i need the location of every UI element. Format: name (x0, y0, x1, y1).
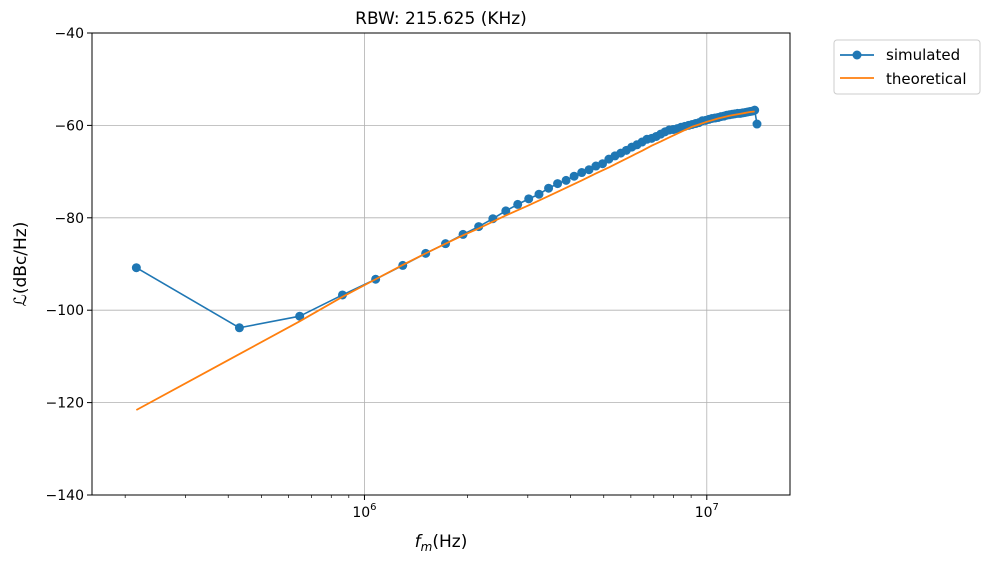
data-point-simulated (501, 206, 511, 216)
data-point-simulated (561, 175, 571, 185)
data-point-simulated (131, 263, 141, 273)
data-point-simulated (577, 168, 587, 178)
data-point-simulated (234, 323, 244, 333)
series-simulated (131, 105, 762, 333)
series-layer (131, 105, 762, 411)
data-point-simulated (524, 194, 534, 204)
y-axis-label: ℒ(dBc/Hz) (11, 222, 31, 307)
legend-simulated-marker (852, 50, 862, 60)
data-point-simulated (598, 159, 608, 169)
data-point-simulated (752, 119, 762, 129)
legend-box (833, 39, 981, 95)
y-tick-label: −100 (46, 303, 84, 319)
data-point-simulated (569, 171, 579, 181)
data-point-simulated (750, 105, 760, 115)
y-axis-ticks: −140 −120 −100 −80 −60 −40 (46, 26, 92, 504)
plot-area (92, 33, 790, 495)
legend-simulated-label: simulated (886, 46, 960, 64)
series-theoretical (135, 110, 755, 411)
legend: simulated theoretical (833, 39, 981, 95)
x-tick-label: 106 (352, 502, 376, 521)
x-tick-label-base: 10 (352, 505, 370, 521)
x-tick-label: 107 (695, 502, 719, 521)
plot-frame (91, 32, 791, 496)
x-tick-label-exponent: 7 (713, 502, 719, 513)
x-axis-label: fm(Hz) (415, 532, 468, 554)
data-point-simulated (534, 189, 544, 199)
x-axis-ticks: 106 107 (352, 495, 719, 521)
data-point-simulated (513, 199, 523, 209)
y-tick-label: −60 (54, 118, 84, 134)
x-tick-label-exponent: 6 (370, 502, 376, 513)
data-point-simulated (584, 165, 594, 175)
y-tick-label: −140 (46, 488, 84, 504)
series-line-theoretical (135, 110, 755, 411)
chart-title: RBW: 215.625 (KHz) (355, 9, 527, 29)
legend-theoretical-label: theoretical (886, 70, 967, 88)
x-axis-label-subscript: m (421, 540, 433, 554)
y-tick-label: −80 (54, 211, 84, 227)
x-axis-label-unit: (Hz) (432, 532, 467, 552)
data-point-simulated (295, 311, 305, 321)
x-tick-label-base: 10 (695, 505, 713, 521)
data-point-simulated (553, 179, 563, 189)
y-tick-label: −120 (46, 396, 84, 412)
x-axis-label-main: f (415, 532, 424, 552)
y-tick-label: −40 (54, 26, 84, 42)
data-point-simulated (544, 183, 554, 193)
